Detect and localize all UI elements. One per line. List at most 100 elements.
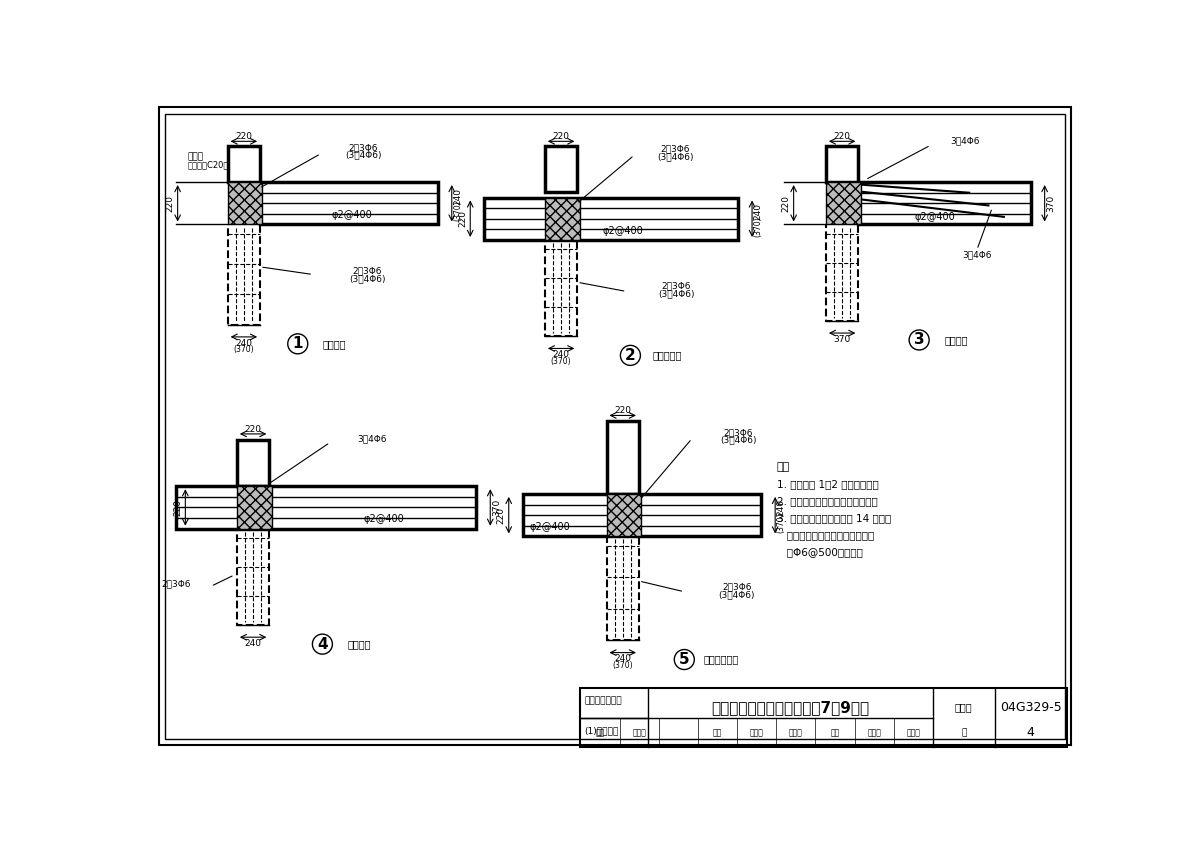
Text: 4: 4 (317, 636, 328, 652)
Text: （窗柱）: （窗柱） (944, 335, 968, 345)
Text: (3或4Φ6): (3或4Φ6) (349, 274, 385, 283)
Text: φ2@400: φ2@400 (331, 210, 372, 220)
Text: 240: 240 (235, 338, 252, 348)
Text: （窗柱）: （窗柱） (348, 639, 371, 649)
Text: 的构造柱与墙体之间的水平拉筋: 的构造柱与墙体之间的水平拉筋 (776, 530, 874, 540)
Text: 220: 220 (781, 195, 791, 212)
Text: (370): (370) (754, 216, 763, 236)
Text: 2或3Φ6: 2或3Φ6 (161, 580, 191, 588)
Text: φ2@400: φ2@400 (529, 522, 570, 532)
Text: 240: 240 (754, 203, 763, 220)
Text: 240: 240 (614, 654, 631, 663)
Text: 220: 220 (173, 499, 182, 516)
Text: 2或3Φ6: 2或3Φ6 (353, 266, 382, 275)
Text: 2或3Φ6: 2或3Φ6 (722, 582, 751, 592)
Text: (3或4Φ6): (3或4Φ6) (344, 151, 382, 160)
Bar (826, 146, 858, 182)
Text: 页: 页 (961, 728, 966, 737)
Bar (545, 240, 577, 336)
Bar (545, 197, 580, 240)
Text: 杨翠如: 杨翠如 (750, 728, 763, 737)
Text: 注：: 注： (776, 462, 790, 472)
Text: 1. 本页与第 1、2 页配合使用；: 1. 本页与第 1、2 页配合使用； (776, 479, 878, 489)
Text: 2: 2 (625, 348, 636, 363)
Text: 220: 220 (458, 210, 467, 227)
Text: (370): (370) (454, 201, 462, 221)
Text: φ2@400: φ2@400 (364, 514, 404, 524)
Bar (581, 688, 1067, 747)
Text: 220: 220 (552, 133, 570, 141)
Text: 2或3Φ6: 2或3Φ6 (724, 428, 752, 437)
Text: (370): (370) (612, 661, 634, 670)
Text: （Φ6@500）取消。: （Φ6@500）取消。 (776, 547, 863, 557)
Bar (228, 182, 263, 225)
Text: (3或4Φ6): (3或4Φ6) (656, 152, 694, 161)
Text: (370): (370) (776, 512, 786, 533)
Bar (826, 225, 858, 321)
Text: (3或4Φ6): (3或4Φ6) (719, 590, 755, 599)
Text: 220: 220 (245, 425, 262, 434)
Text: （转角）: （转角） (323, 338, 347, 349)
Text: 图集号: 图集号 (955, 702, 973, 712)
Text: (370): (370) (234, 345, 254, 354)
Text: 墙体钢筋与构造柱的连接（7～9度）: 墙体钢筋与构造柱的连接（7～9度） (712, 700, 870, 715)
Text: 3或4Φ6: 3或4Φ6 (950, 137, 980, 146)
Text: 240: 240 (245, 639, 262, 648)
Text: 刘大海: 刘大海 (868, 728, 881, 737)
Text: (370): (370) (551, 357, 571, 366)
Text: 2或3Φ6: 2或3Φ6 (348, 143, 378, 152)
Text: 370: 370 (1046, 195, 1055, 212)
Text: 之大海: 之大海 (906, 728, 920, 737)
Bar (236, 528, 269, 625)
Text: 220: 220 (497, 506, 505, 523)
Bar (236, 440, 269, 486)
Bar (545, 146, 577, 192)
Text: 校对: 校对 (713, 728, 722, 737)
Text: 240: 240 (454, 187, 462, 204)
Text: 220: 220 (834, 133, 851, 141)
Text: 2或3Φ6: 2或3Φ6 (660, 144, 690, 154)
Bar (606, 536, 638, 641)
Text: 370: 370 (834, 335, 851, 344)
Text: 220: 220 (614, 406, 631, 415)
Text: 审核: 审核 (595, 728, 605, 737)
Text: (3或4Φ6): (3或4Φ6) (720, 436, 756, 445)
Text: (3或4Φ6): (3或4Φ6) (659, 289, 695, 298)
Bar (484, 197, 738, 240)
Bar (606, 421, 638, 494)
Text: 3. 采用本页的节点时，第 14 页所示: 3. 采用本页的节点时，第 14 页所示 (776, 513, 890, 522)
Text: 240: 240 (552, 350, 570, 359)
Text: （丁字墙）: （丁字墙） (653, 350, 682, 360)
Bar (522, 494, 761, 536)
Text: 240: 240 (776, 500, 786, 517)
Text: 370: 370 (492, 499, 500, 516)
Bar (176, 486, 476, 528)
Text: 2或3Φ6: 2或3Φ6 (662, 282, 691, 290)
Text: 4: 4 (1027, 726, 1034, 739)
Text: 1: 1 (293, 336, 304, 351)
Text: φ2@400: φ2@400 (914, 212, 955, 222)
Bar (228, 146, 260, 182)
Text: （十字节点）: （十字节点） (703, 655, 739, 664)
Text: 220: 220 (235, 133, 252, 141)
Text: 3或4Φ6: 3或4Φ6 (962, 251, 991, 260)
Bar (228, 225, 260, 325)
Text: 3: 3 (914, 333, 924, 348)
Bar (826, 182, 860, 225)
Text: 构造柱: 构造柱 (187, 152, 204, 161)
Text: （混凝土C20）: （混凝土C20） (187, 160, 229, 169)
Text: φ2@400: φ2@400 (602, 225, 643, 235)
Text: (1)分布配筋: (1)分布配筋 (584, 726, 618, 735)
Text: 5: 5 (679, 652, 690, 667)
Bar (606, 494, 641, 536)
Text: 04G329-5: 04G329-5 (1000, 701, 1062, 714)
Text: 设计: 设计 (830, 728, 840, 737)
Text: 220: 220 (166, 195, 174, 212)
Text: 陶晴畏: 陶晴畏 (632, 728, 646, 737)
Text: 2. 图中虚线所示钢筋表示有或无；: 2. 图中虚线所示钢筋表示有或无； (776, 496, 877, 506)
Bar (260, 182, 438, 225)
Bar (858, 182, 1031, 225)
Text: 配筋砖砌体楼房: 配筋砖砌体楼房 (584, 695, 622, 705)
Text: 3或4Φ6: 3或4Φ6 (358, 434, 388, 443)
Text: 杨翠如: 杨翠如 (788, 728, 803, 737)
